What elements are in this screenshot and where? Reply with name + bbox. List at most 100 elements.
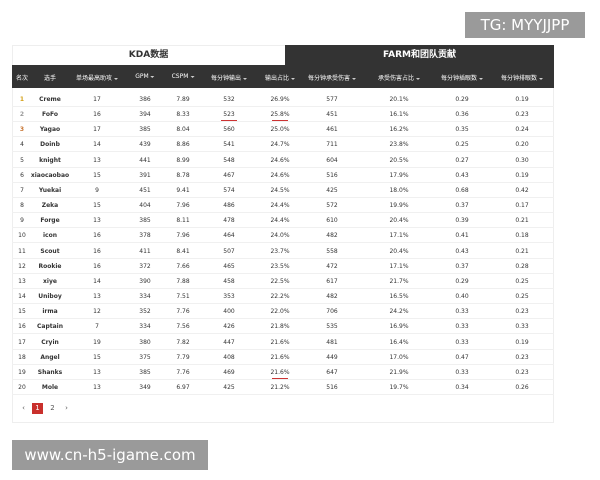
cell: 0.28 bbox=[515, 262, 529, 270]
cell: 464 bbox=[223, 232, 235, 240]
next-page[interactable]: › bbox=[65, 404, 68, 412]
cell: 711 bbox=[326, 141, 338, 149]
row-divider bbox=[12, 272, 554, 274]
cell: 0.21 bbox=[515, 247, 529, 255]
cell: 0.33 bbox=[455, 323, 469, 331]
cell: 560 bbox=[223, 126, 235, 134]
player-name: Cryin bbox=[41, 338, 59, 346]
cell: 352 bbox=[139, 308, 151, 316]
cell: 0.39 bbox=[455, 217, 469, 225]
cell: 449 bbox=[326, 353, 338, 361]
player-name: xiye bbox=[43, 277, 57, 285]
tab[interactable]: FARM和团队贡献 bbox=[285, 45, 554, 65]
column-header: 每分钟输出 bbox=[211, 73, 247, 82]
cell: 647 bbox=[326, 368, 338, 376]
cell: 21.2% bbox=[270, 384, 290, 392]
cell: 425 bbox=[326, 186, 338, 194]
player-name: Yuekai bbox=[38, 186, 62, 194]
page-button[interactable]: 2 bbox=[50, 404, 55, 412]
row-divider bbox=[12, 242, 554, 244]
player-name: FoFo bbox=[42, 111, 58, 119]
cell: 22.0% bbox=[270, 308, 290, 316]
cell: 20.4% bbox=[389, 217, 409, 225]
tab[interactable]: KDA数据 bbox=[128, 50, 169, 60]
row-divider bbox=[12, 348, 554, 350]
rank: 9 bbox=[20, 217, 24, 225]
prev-page[interactable]: ‹ bbox=[22, 404, 25, 412]
cell: 17.1% bbox=[389, 232, 409, 240]
row-divider bbox=[12, 106, 554, 107]
rank: 18 bbox=[18, 353, 26, 361]
row-divider bbox=[12, 318, 554, 320]
player-name: Uniboy bbox=[38, 293, 62, 301]
row-divider bbox=[12, 363, 554, 365]
cell: 0.23 bbox=[515, 308, 529, 316]
cell: 0.36 bbox=[455, 111, 469, 119]
cell: 334 bbox=[139, 293, 151, 301]
cell: 0.33 bbox=[455, 308, 469, 316]
cell: 0.68 bbox=[455, 186, 469, 194]
cell: 0.29 bbox=[455, 277, 469, 285]
page-button[interactable]: 1 bbox=[32, 403, 43, 414]
cell: 26.9% bbox=[270, 96, 290, 103]
cell: 0.42 bbox=[515, 186, 529, 194]
rank: 4 bbox=[20, 141, 24, 149]
cell: 24.5% bbox=[270, 186, 290, 194]
cell: 0.41 bbox=[455, 232, 469, 240]
column-header: CSPM bbox=[172, 73, 195, 80]
column-header: 每分钟插眼数 bbox=[441, 73, 483, 82]
cell: 23.7% bbox=[270, 247, 290, 255]
cell: 14 bbox=[93, 277, 101, 285]
rank: 17 bbox=[18, 338, 26, 346]
cell: 465 bbox=[223, 262, 235, 270]
annotation-underline bbox=[272, 120, 288, 122]
cell: 17.1% bbox=[389, 262, 409, 270]
row-divider bbox=[12, 287, 554, 289]
row-divider bbox=[12, 136, 554, 138]
player-name: Zeka bbox=[41, 202, 59, 210]
rank: 10 bbox=[18, 232, 26, 240]
cell: 0.23 bbox=[515, 368, 529, 376]
column-header: 名次 bbox=[15, 75, 29, 82]
cell: 482 bbox=[326, 293, 338, 301]
cell: 7.51 bbox=[176, 293, 190, 301]
cell: 532 bbox=[223, 96, 235, 103]
cell: 0.26 bbox=[515, 384, 529, 392]
cell: 21.6% bbox=[270, 353, 290, 361]
cell: 0.34 bbox=[455, 384, 469, 392]
cell: 17.9% bbox=[389, 171, 409, 179]
player-name: icon bbox=[42, 232, 58, 240]
row-divider bbox=[12, 196, 554, 198]
player-name: Forge bbox=[40, 217, 60, 225]
cell: 24.2% bbox=[389, 308, 409, 316]
cell: 706 bbox=[326, 308, 338, 316]
row-divider bbox=[12, 394, 554, 396]
cell: 558 bbox=[326, 247, 338, 255]
player-name: Angel bbox=[40, 353, 60, 361]
cell: 13 bbox=[93, 293, 101, 301]
rank: 14 bbox=[18, 293, 26, 301]
cell: 24.4% bbox=[270, 202, 290, 210]
cell: 617 bbox=[326, 277, 338, 285]
cell: 0.19 bbox=[515, 171, 529, 179]
cell: 439 bbox=[139, 141, 151, 149]
cell: 426 bbox=[223, 323, 235, 331]
cell: 0.17 bbox=[515, 202, 529, 210]
cell: 0.25 bbox=[455, 141, 469, 149]
cell: 24.6% bbox=[270, 156, 290, 164]
cell: 7.79 bbox=[176, 353, 190, 361]
cell: 451 bbox=[139, 186, 151, 194]
cell: 0.21 bbox=[515, 217, 529, 225]
player-name: irma bbox=[42, 308, 58, 316]
rank: 13 bbox=[18, 277, 26, 285]
cell: 535 bbox=[326, 323, 338, 331]
cell: 469 bbox=[223, 368, 235, 376]
cell: 0.20 bbox=[515, 141, 529, 149]
rank: 12 bbox=[18, 262, 26, 270]
cell: 0.19 bbox=[515, 96, 529, 103]
cell: 16.2% bbox=[389, 126, 409, 134]
column-header: GPM bbox=[135, 73, 154, 80]
watermark: www.cn-h5-igame.com bbox=[12, 440, 208, 470]
cell: 0.23 bbox=[515, 111, 529, 119]
